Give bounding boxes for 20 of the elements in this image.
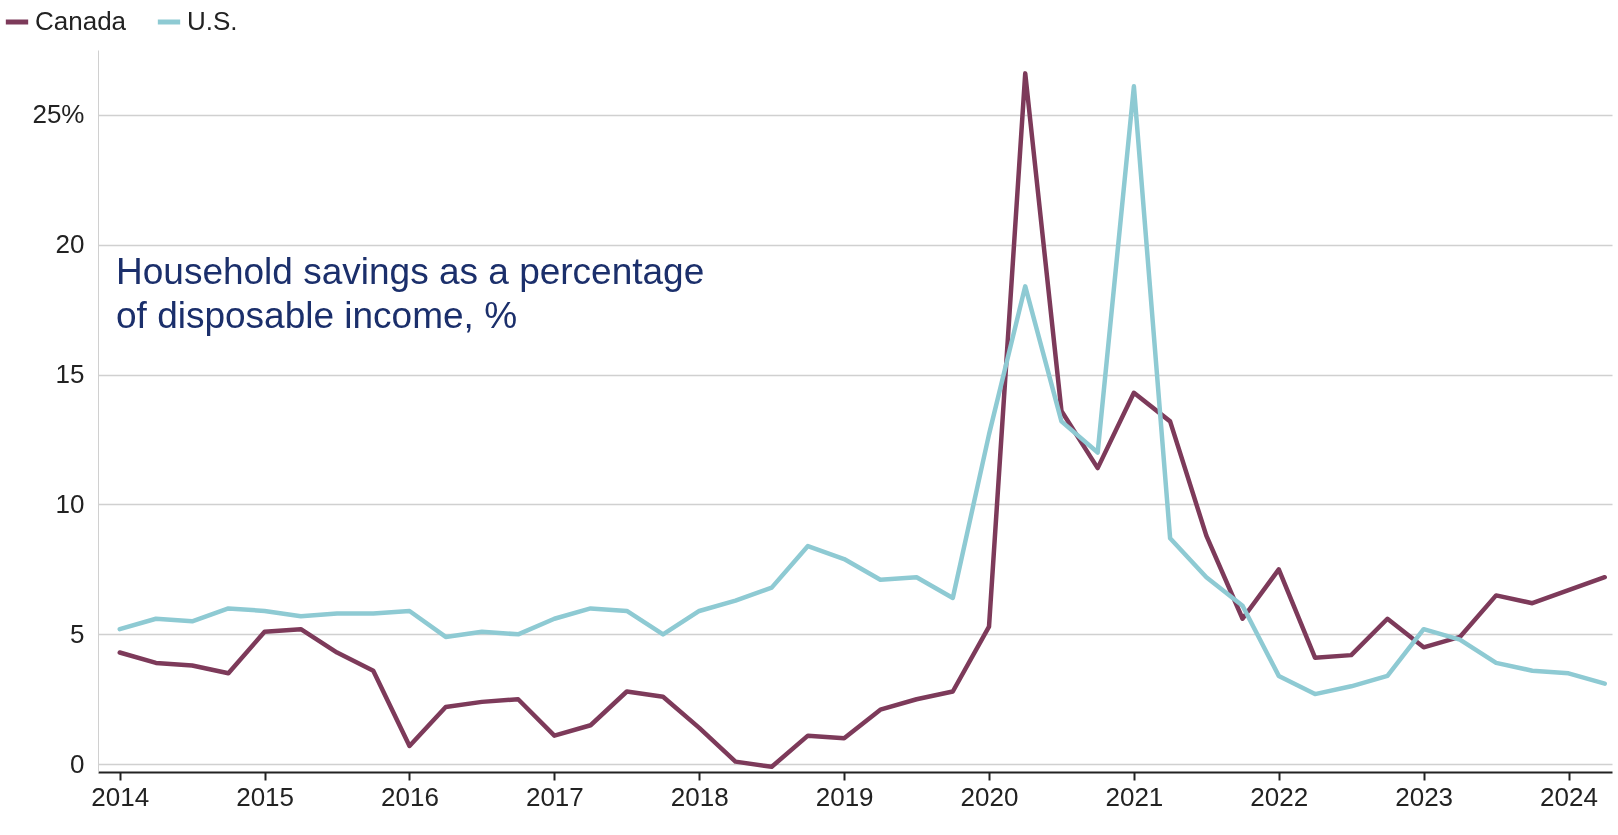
x-tick-label: 2019 [815, 781, 874, 812]
x-tick-label: 2015 [236, 781, 295, 812]
y-tick-label: 25% [32, 99, 85, 130]
y-tick-label: 15 [55, 359, 85, 390]
x-tick-label: 2020 [960, 781, 1019, 812]
x-tick-label: 2016 [381, 781, 439, 812]
legend-label: Canada [35, 6, 127, 36]
y-tick-label: 5 [70, 618, 85, 649]
x-tick-label: 2018 [670, 781, 729, 812]
y-tick-label: 20 [55, 229, 85, 260]
y-tick-label: 0 [70, 748, 85, 779]
x-tick-label: 2017 [525, 781, 584, 812]
y-tick-label: 10 [55, 489, 85, 519]
x-tick-label: 2023 [1395, 781, 1454, 812]
legend-label: U.S. [187, 6, 238, 36]
annotation: Household savings as a percentage of disposable income, % [116, 251, 705, 336]
x-tick-label: 2022 [1250, 781, 1309, 812]
x-tick-label: 2021 [1105, 781, 1164, 812]
x-tick-label: 2024 [1540, 781, 1598, 812]
x-tick-label: 2014 [91, 781, 150, 812]
